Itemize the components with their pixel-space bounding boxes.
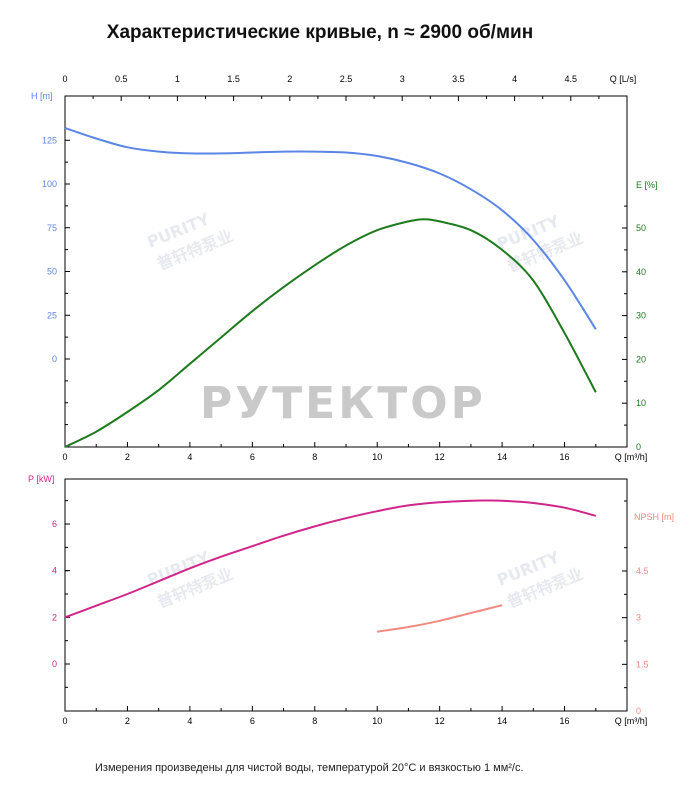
y2-tick-label: 3: [636, 613, 641, 623]
watermark-main: РУТЕКТОР: [200, 378, 486, 429]
x-tick-label: 16: [560, 452, 570, 462]
x-tick-label: 2: [125, 716, 130, 726]
y2-tick-label: 0: [636, 706, 641, 716]
footnote: Измерения произведены для чистой воды, т…: [95, 762, 524, 774]
x-tick-label: 6: [250, 716, 255, 726]
y2-tick-label: 1.5: [636, 659, 649, 669]
x2-tick-label: 4: [512, 74, 517, 84]
power-curve: [64, 499, 597, 619]
x-tick-label: 14: [497, 452, 507, 462]
y2-tick-label: 4.5: [636, 566, 649, 576]
y-axis-label: P [kW]: [28, 474, 54, 484]
x-axis-label: Q [m³/h]: [615, 716, 648, 726]
npsh-curve: [377, 604, 503, 633]
efficiency-curve: [64, 218, 597, 448]
y2-tick-label: 10: [636, 398, 646, 408]
y2-tick-label: 40: [636, 267, 646, 277]
x-tick-label: 0: [62, 716, 67, 726]
x-tick-label: 10: [372, 716, 382, 726]
head-curve: [64, 127, 597, 330]
y-tick-label: 50: [47, 267, 57, 277]
x2-tick-label: 0: [62, 74, 67, 84]
x2-axis-label: Q [L/s]: [610, 74, 637, 84]
x-tick-label: 8: [312, 716, 317, 726]
y-tick-label: 125: [42, 135, 57, 145]
x-tick-label: 10: [372, 452, 382, 462]
y2-tick-label: 50: [636, 223, 646, 233]
x2-tick-label: 2.5: [340, 74, 353, 84]
x2-tick-label: 4.5: [565, 74, 578, 84]
y-tick-label: 4: [52, 566, 57, 576]
x2-tick-label: 3: [400, 74, 405, 84]
x-tick-label: 12: [435, 452, 445, 462]
x-tick-label: 4: [187, 716, 192, 726]
y-tick-label: 6: [52, 519, 57, 529]
y-axis-label: H [m]: [31, 91, 53, 101]
x2-tick-label: 1.5: [227, 74, 240, 84]
x2-tick-label: 0.5: [115, 74, 128, 84]
x-tick-label: 14: [497, 716, 507, 726]
x-tick-label: 0: [62, 452, 67, 462]
x2-tick-label: 3.5: [452, 74, 465, 84]
x-tick-label: 8: [312, 452, 317, 462]
y2-tick-label: 0: [636, 442, 641, 452]
y-tick-label: 0: [52, 354, 57, 364]
y-tick-label: 75: [47, 223, 57, 233]
x2-tick-label: 1: [175, 74, 180, 84]
chart-title: Характеристические кривые, n ≈ 2900 об/м…: [106, 22, 534, 43]
x-tick-label: 16: [560, 716, 570, 726]
y-tick-label: 2: [52, 612, 57, 622]
y2-tick-label: 20: [636, 354, 646, 364]
x2-tick-label: 2: [287, 74, 292, 84]
y2-axis-label: E [%]: [636, 180, 658, 190]
x-tick-label: 12: [435, 716, 445, 726]
y-tick-label: 100: [42, 179, 57, 189]
watermark-group: PURITY 普轩特泵业 PURITY 普轩特泵业 PURITY 普轩特泵业 P…: [144, 209, 585, 611]
y-tick-label: 0: [52, 659, 57, 669]
x-tick-label: 2: [125, 452, 130, 462]
x-tick-label: 4: [187, 452, 192, 462]
y2-axis-label: NPSH [m]: [634, 512, 674, 522]
y2-tick-label: 30: [636, 311, 646, 321]
y-tick-label: 25: [47, 310, 57, 320]
x-axis-label: Q [m³/h]: [615, 452, 648, 462]
x-tick-label: 6: [250, 452, 255, 462]
